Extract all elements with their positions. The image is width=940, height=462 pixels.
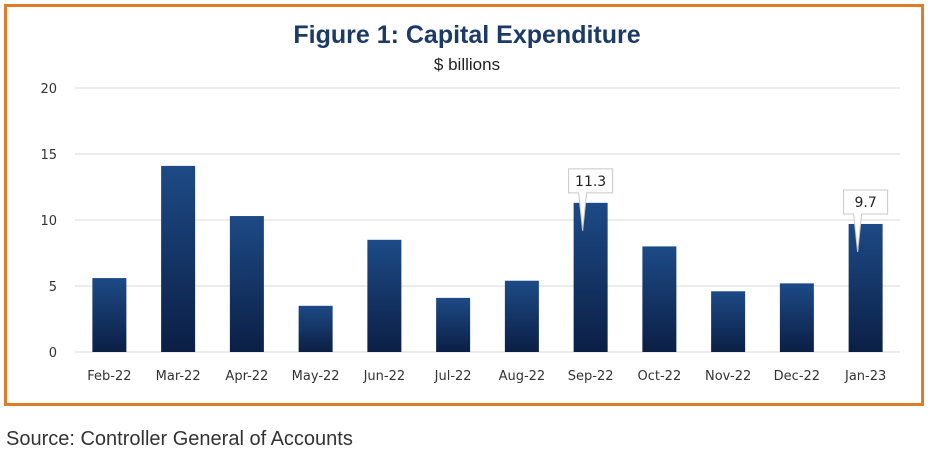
x-tick-label: Jul-22: [434, 369, 472, 384]
bars: [92, 165, 883, 352]
y-tick-label: 10: [40, 214, 57, 229]
bar-feb-22: [92, 278, 127, 352]
bar-jun-22: [367, 239, 402, 352]
callout-sep-22: 11.3: [568, 168, 614, 231]
y-tick-label: 0: [49, 346, 57, 361]
x-tick-label: Dec-22: [774, 369, 820, 384]
x-tick-label: Jun-22: [363, 369, 406, 384]
x-tick-label: Oct-22: [638, 369, 682, 384]
x-tick-label: Apr-22: [225, 369, 268, 384]
x-tick-label: Nov-22: [705, 369, 751, 384]
x-tick-label: Aug-22: [499, 369, 546, 384]
x-tick-label: Jan-23: [844, 369, 886, 384]
bar-chart: 0 5 10 15 20 Feb-22 Mar-22 Apr-22 May-22 Jun-22 J…: [40, 82, 900, 384]
bar-jan-23: [848, 223, 883, 352]
bar-dec-22: [779, 283, 814, 352]
y-tick-label: 5: [49, 280, 57, 295]
x-axis-ticks: Feb-22 Mar-22 Apr-22 May-22 Jun-22 Jul-22 Aug-…: [87, 369, 886, 384]
gridlines: [75, 87, 900, 353]
bar-jul-22: [436, 297, 471, 352]
chart-subtitle: $ billions: [433, 55, 501, 74]
x-tick-label: Sep-22: [568, 369, 614, 384]
chart-title: Figure 1: Capital Expenditure: [293, 21, 641, 49]
bar-nov-22: [711, 291, 746, 352]
bar-aug-22: [504, 280, 539, 352]
callout-box: [568, 168, 614, 231]
callout-box: [843, 189, 889, 253]
source-note: Source: Controller General of Accounts: [6, 428, 353, 450]
bar-may-22: [298, 305, 333, 352]
y-axis-ticks: 0 5 10 15 20: [40, 82, 57, 361]
x-tick-label: Mar-22: [156, 369, 201, 384]
x-tick-label: May-22: [292, 369, 340, 384]
x-tick-label: Feb-22: [87, 369, 131, 384]
bar-mar-22: [161, 165, 196, 352]
data-label: 11.3: [575, 174, 606, 190]
data-label: 9.7: [854, 195, 876, 211]
bar-oct-22: [642, 246, 677, 352]
bar-apr-22: [229, 216, 264, 352]
callouts: 11.3 9.7: [568, 168, 889, 253]
bar-sep-22: [573, 202, 608, 352]
y-tick-label: 20: [40, 82, 57, 97]
chart-frame: Figure 1: Capital Expenditure $ billions…: [4, 4, 924, 406]
y-tick-label: 15: [40, 148, 57, 163]
callout-jan-23: 9.7: [843, 189, 889, 253]
